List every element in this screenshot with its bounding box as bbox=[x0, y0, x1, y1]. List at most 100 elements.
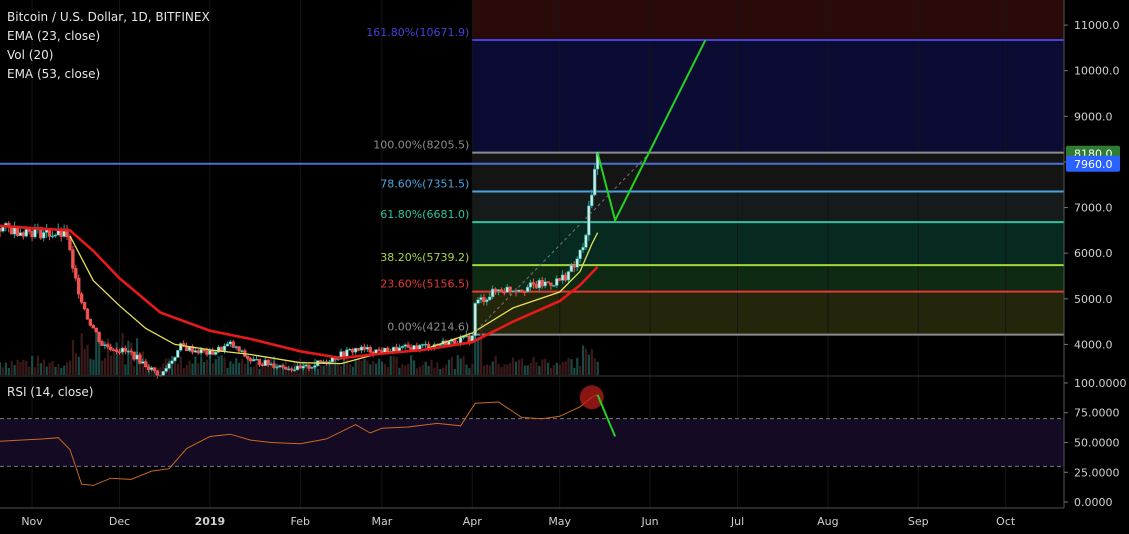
candle-body bbox=[50, 235, 55, 238]
fib-zone bbox=[472, 152, 1064, 192]
volume-bar bbox=[243, 363, 247, 375]
candle-body bbox=[313, 365, 317, 368]
volume-bar bbox=[506, 364, 509, 375]
volume-bar bbox=[418, 366, 421, 375]
volume-bar bbox=[337, 363, 340, 375]
volume-bar bbox=[541, 359, 544, 375]
volume-bar bbox=[383, 363, 386, 375]
candle-body bbox=[240, 350, 244, 352]
volume-bar bbox=[28, 366, 31, 375]
candle-body bbox=[248, 358, 253, 362]
price-badge bbox=[1066, 155, 1120, 172]
candle-body bbox=[103, 344, 107, 346]
volume-bar bbox=[54, 366, 57, 375]
candle-body bbox=[82, 302, 87, 310]
rsi-label: RSI (14, close) bbox=[7, 385, 94, 399]
candle-body bbox=[173, 357, 177, 362]
candle-body bbox=[176, 350, 180, 358]
volume-bar bbox=[270, 358, 273, 375]
volume-bar bbox=[547, 362, 550, 375]
volume-bar bbox=[517, 359, 521, 375]
volume-bar bbox=[471, 363, 474, 375]
candle-body bbox=[493, 288, 498, 292]
volume-bar bbox=[462, 356, 465, 375]
volume-bar bbox=[404, 365, 407, 375]
volume-bar bbox=[63, 365, 66, 375]
fib-level-label: 78.60%(7351.5) bbox=[380, 178, 469, 191]
candle-body bbox=[21, 232, 26, 237]
candle-body bbox=[164, 368, 168, 372]
price-badge-label: 7960.0 bbox=[1074, 158, 1113, 171]
candle-body bbox=[30, 231, 34, 238]
candle-body bbox=[517, 289, 521, 293]
volume-bar bbox=[170, 355, 174, 375]
volume-bar bbox=[549, 368, 553, 375]
volume-bar bbox=[421, 364, 424, 375]
candle-body bbox=[523, 291, 527, 293]
volume-bar bbox=[520, 358, 523, 375]
candle-body bbox=[196, 350, 200, 354]
volume-bar bbox=[71, 340, 75, 375]
volume-bar bbox=[407, 364, 410, 375]
candle-body bbox=[138, 354, 142, 364]
candle-body bbox=[286, 368, 291, 371]
volume-bar bbox=[535, 362, 538, 375]
volume-bar bbox=[80, 333, 83, 375]
volume-bar bbox=[392, 356, 395, 375]
candle-body bbox=[295, 365, 300, 371]
rsi-line bbox=[0, 394, 598, 486]
volume-bar bbox=[430, 359, 433, 375]
candle-body bbox=[479, 297, 483, 301]
volume-bar bbox=[579, 365, 582, 375]
volume-bar bbox=[223, 357, 226, 375]
time-axis-label: Feb bbox=[291, 515, 310, 528]
candle-body bbox=[298, 365, 302, 369]
volume-bar bbox=[523, 365, 526, 375]
volume-bar bbox=[503, 364, 506, 375]
candle-body bbox=[0, 227, 2, 232]
candle-body bbox=[508, 286, 512, 292]
volume-bar bbox=[447, 359, 451, 375]
volume-bar bbox=[564, 361, 567, 375]
candle-body bbox=[502, 291, 507, 294]
price-axis-label: 4000.0 bbox=[1074, 338, 1113, 351]
rsi-axis-label: 50.0000 bbox=[1074, 437, 1120, 450]
candle-body bbox=[581, 247, 585, 251]
volume-bar bbox=[482, 365, 486, 375]
volume-bar bbox=[582, 345, 585, 375]
volume-bar bbox=[261, 361, 264, 375]
candle-body bbox=[590, 194, 594, 207]
volume-bar bbox=[176, 363, 180, 375]
volume-bar bbox=[25, 361, 28, 375]
volume-bar bbox=[10, 360, 13, 375]
candle-body bbox=[123, 347, 128, 352]
volume-bar bbox=[488, 365, 491, 375]
volume-bar bbox=[200, 356, 203, 375]
volume-bar bbox=[83, 348, 86, 375]
volume-bar bbox=[255, 361, 258, 375]
candle-body bbox=[406, 344, 410, 348]
volume-bar bbox=[319, 365, 322, 375]
candle-body bbox=[85, 308, 90, 320]
volume-bar bbox=[351, 366, 354, 375]
candle-body bbox=[275, 366, 279, 369]
volume-bar bbox=[465, 364, 468, 375]
volume-bar bbox=[439, 368, 442, 375]
candle-body bbox=[557, 278, 562, 281]
candle-body bbox=[534, 283, 539, 289]
candle-body bbox=[167, 363, 171, 369]
volume-bar bbox=[386, 367, 389, 375]
candle-body bbox=[584, 234, 588, 248]
fib-level-label: 161.80%(10671.9) bbox=[366, 26, 469, 39]
candle-body bbox=[555, 278, 559, 286]
candle-body bbox=[1, 226, 5, 232]
candle-body bbox=[505, 286, 509, 293]
candle-body bbox=[531, 282, 536, 285]
candle-body bbox=[496, 289, 501, 292]
volume-bar bbox=[412, 360, 416, 375]
candle-body bbox=[546, 281, 550, 284]
volume-bar bbox=[252, 366, 255, 375]
time-axis-label: Nov bbox=[21, 515, 43, 528]
volume-bar bbox=[238, 362, 241, 375]
